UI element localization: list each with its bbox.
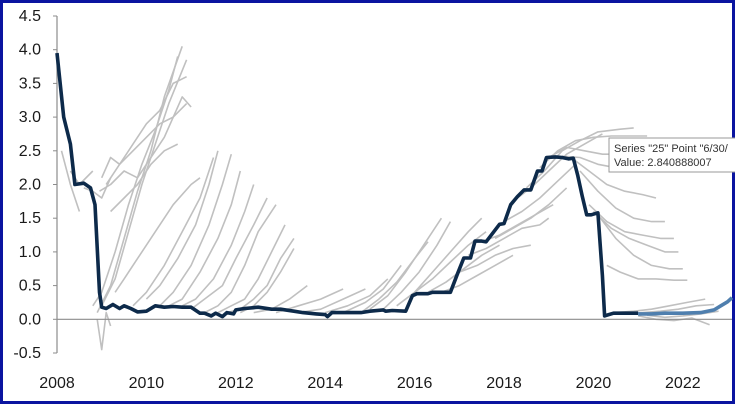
x-tick-label-6: 2018 — [486, 375, 522, 392]
x-tick-label-3: 2012 — [218, 375, 254, 392]
projection-path-35 — [459, 244, 531, 273]
projection-path-33 — [427, 244, 500, 293]
x-tick-label-4: 2014 — [307, 375, 343, 392]
tooltip-box — [608, 137, 735, 173]
x-tick-label-7: 2020 — [576, 375, 612, 392]
projection-path-1 — [60, 150, 81, 212]
x-tick-label-5: 2016 — [397, 375, 433, 392]
realized-rate-line — [55, 52, 639, 319]
projection-path-25 — [298, 288, 366, 314]
projection-path-49 — [597, 214, 683, 270]
projection-path-46 — [579, 170, 665, 223]
y-tick-label-6: 2.0 — [19, 177, 41, 194]
projection-path-20 — [217, 224, 286, 314]
projection-path-9 — [105, 103, 188, 185]
y-tick-label-4: 3.0 — [19, 109, 41, 126]
projection-path-39 — [503, 163, 577, 223]
projection-path-30 — [382, 221, 452, 310]
y-tick-label-5: 2.5 — [19, 143, 41, 160]
projection-path-53 — [637, 315, 710, 326]
y-tick-label-8: 1.0 — [19, 244, 41, 261]
y-tick-label-3: 3.5 — [19, 75, 41, 92]
projection-path-45 — [570, 156, 657, 199]
x-tick-label-8: 2022 — [665, 375, 701, 392]
y-tick-label-7: 1.5 — [19, 210, 41, 227]
y-tick-label-10: 0.0 — [19, 311, 41, 328]
projection-path-16 — [168, 170, 242, 307]
forward-rate-line — [638, 296, 734, 316]
projection-path-12 — [114, 177, 201, 293]
projection-path-42 — [539, 135, 648, 169]
projection-path-36 — [468, 217, 550, 257]
projection-path-13 — [132, 157, 215, 307]
projection-path-14 — [145, 150, 219, 300]
projection-path-18 — [190, 197, 268, 310]
projection-path-5 — [96, 46, 183, 313]
projection-path-17 — [181, 184, 255, 307]
projection-path-11 — [96, 311, 112, 351]
projection-path-26 — [324, 278, 389, 314]
projection-path-27 — [342, 264, 402, 314]
projection-path-19 — [204, 204, 277, 314]
projection-path-50 — [606, 264, 688, 282]
y-tick-label-1: 4.5 — [19, 8, 41, 25]
y-tick-label-9: 0.5 — [19, 278, 41, 295]
projection-path-10 — [110, 143, 179, 213]
x-tick-label-2: 2010 — [129, 375, 165, 392]
projection-path-48 — [592, 210, 679, 253]
tooltip-series-text: Series "25" Point "6/30/ — [614, 143, 729, 155]
y-tick-label-2: 4.0 — [19, 42, 41, 59]
projection-path-6 — [100, 59, 188, 307]
projection-path-38 — [494, 187, 568, 240]
projection-path-47 — [588, 204, 674, 240]
projection-path-23 — [253, 284, 308, 314]
projection-path-29 — [369, 217, 443, 310]
projection-path-8 — [99, 96, 192, 192]
tooltip-value-text: Value: 2.840888007 — [614, 157, 712, 169]
y-axis-ticks: 4.5 4.0 3.5 3.0 2.5 2.0 1.5 1.0 0.5 0.0 -0.5 — [13, 8, 57, 362]
x-axis-ticks: 2008 2010 2012 2014 2016 2018 2020 2022 — [39, 375, 701, 392]
tooltip: Series "25" Point "6/30/ Value: 2.840888… — [608, 137, 735, 173]
projection-path-7 — [100, 75, 187, 179]
projection-paths — [60, 46, 719, 351]
projection-path-41 — [525, 127, 634, 189]
y-tick-label-11: -0.5 — [13, 345, 41, 362]
x-tick-label-1: 2008 — [39, 375, 75, 392]
projection-path-15 — [159, 153, 233, 307]
